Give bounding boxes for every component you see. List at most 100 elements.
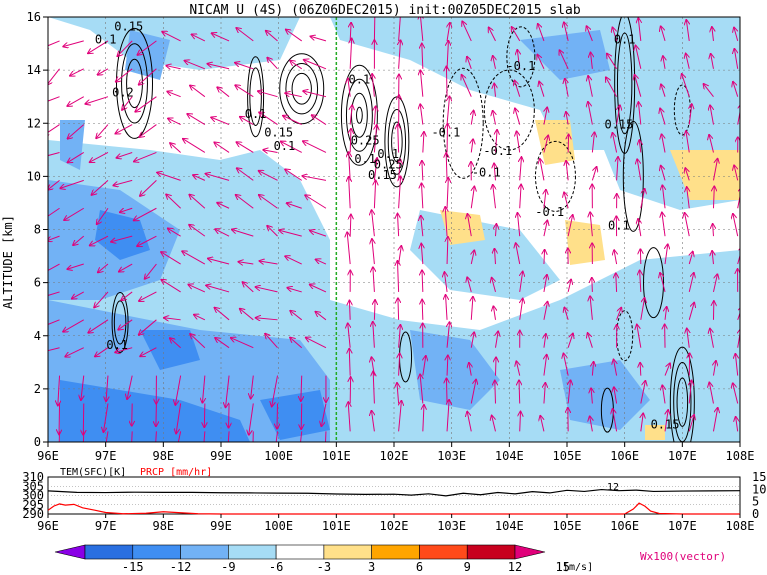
wind-vector bbox=[67, 263, 84, 269]
wind-vector bbox=[712, 274, 717, 293]
wind-vector bbox=[139, 319, 157, 335]
wind-vector bbox=[48, 151, 60, 157]
wind-vector bbox=[462, 75, 472, 97]
wind-vector bbox=[372, 210, 375, 237]
wind-vector bbox=[267, 226, 278, 237]
wind-vector bbox=[467, 57, 472, 69]
wind-vector bbox=[734, 49, 737, 69]
wind-vector bbox=[495, 381, 496, 404]
wind-vector bbox=[349, 301, 350, 320]
temperature-line bbox=[47, 488, 741, 497]
wind-vector bbox=[686, 131, 690, 153]
wind-vector bbox=[709, 135, 714, 153]
surface-left-tick-label: 290 bbox=[22, 507, 44, 521]
wind-vector bbox=[565, 79, 568, 97]
surface-x-tick-label: 98E bbox=[152, 519, 174, 533]
wind-vector bbox=[188, 285, 206, 293]
wind-vector bbox=[516, 243, 521, 265]
wind-vector bbox=[259, 112, 278, 125]
wind-vector bbox=[641, 413, 643, 432]
wind-vector bbox=[214, 142, 230, 153]
wind-vector bbox=[301, 375, 302, 401]
wind-vector bbox=[217, 87, 230, 98]
wind-vector bbox=[265, 334, 278, 349]
wind-vector bbox=[215, 338, 230, 349]
colorbar-segment bbox=[323, 544, 372, 560]
wind-vector bbox=[95, 347, 109, 357]
wind-vector bbox=[591, 167, 596, 181]
wind-vector bbox=[251, 375, 254, 399]
colorbar-tick-label: -12 bbox=[170, 560, 192, 574]
wind-vector bbox=[688, 303, 694, 320]
wind-vector bbox=[48, 207, 60, 217]
surface-x-tick-label: 100E bbox=[264, 519, 293, 533]
wind-vector bbox=[304, 60, 327, 70]
colorbar-segment bbox=[419, 544, 468, 560]
wind-vector bbox=[140, 179, 157, 196]
wind-vector bbox=[350, 129, 351, 153]
wind-vector bbox=[564, 22, 569, 42]
wind-vector bbox=[135, 96, 157, 112]
wind-vector bbox=[733, 214, 739, 237]
colorbar-segment bbox=[180, 544, 229, 560]
wind-vector bbox=[48, 263, 60, 271]
wind-vector bbox=[290, 61, 303, 70]
wind-vector bbox=[495, 130, 497, 153]
wind-vector bbox=[194, 315, 206, 321]
wind-vector bbox=[612, 133, 618, 153]
wind-vector bbox=[105, 431, 109, 442]
wind-vector bbox=[249, 403, 254, 434]
wind-vector bbox=[639, 140, 641, 153]
wind-vector bbox=[167, 92, 181, 98]
contour-line bbox=[340, 64, 378, 166]
series-inline-label: 12 bbox=[607, 482, 619, 493]
wind-vector bbox=[64, 207, 85, 220]
wind-vector bbox=[193, 175, 206, 181]
x-tick-label: 108E bbox=[726, 449, 755, 463]
wind-vector bbox=[421, 244, 423, 265]
contour-line bbox=[285, 63, 319, 115]
wind-vector bbox=[48, 347, 60, 352]
wind-vector bbox=[446, 295, 448, 320]
contour-label: 0.1 bbox=[349, 72, 371, 86]
wind-vector bbox=[662, 213, 665, 237]
wind-vector bbox=[665, 307, 667, 320]
wind-vector bbox=[568, 280, 571, 293]
wind-vector bbox=[446, 66, 447, 97]
wind-vector bbox=[737, 307, 740, 320]
colorbar-tick-label: -3 bbox=[317, 560, 331, 574]
contour-label: -0.1 bbox=[472, 165, 501, 179]
wind-vector bbox=[131, 431, 133, 442]
wind-vector bbox=[206, 285, 230, 293]
wind-vector bbox=[494, 164, 495, 181]
wind-vector bbox=[111, 235, 133, 242]
wind-vector bbox=[215, 229, 230, 237]
wind-vector bbox=[347, 232, 351, 265]
wind-vector bbox=[447, 237, 448, 265]
wind-vector bbox=[591, 53, 593, 69]
wind-vector bbox=[616, 308, 622, 320]
wind-vector bbox=[397, 261, 398, 292]
y-tick-label: 14 bbox=[27, 63, 41, 77]
wind-vector bbox=[711, 54, 714, 69]
wind-vector bbox=[660, 108, 666, 125]
y-tick-label: 8 bbox=[34, 223, 41, 237]
wind-vector bbox=[638, 102, 640, 125]
wind-vector bbox=[140, 347, 157, 357]
colorbar-tick-label: 15 bbox=[556, 560, 570, 574]
wind-vector bbox=[686, 20, 689, 41]
wind-vector bbox=[139, 124, 157, 137]
wind-vector bbox=[170, 338, 181, 349]
wind-vector bbox=[614, 387, 617, 404]
contour-line bbox=[669, 346, 695, 442]
surface-x-tick-label: 107E bbox=[668, 519, 697, 533]
wind-vector bbox=[470, 380, 476, 404]
x-tick-label: 106E bbox=[610, 449, 639, 463]
x-tick-label: 100E bbox=[264, 449, 293, 463]
colorbar-segment bbox=[466, 544, 516, 560]
wind-vector bbox=[235, 85, 254, 98]
wind-vector bbox=[640, 270, 641, 292]
wind-vector bbox=[116, 68, 133, 82]
wind-vector bbox=[564, 308, 568, 320]
